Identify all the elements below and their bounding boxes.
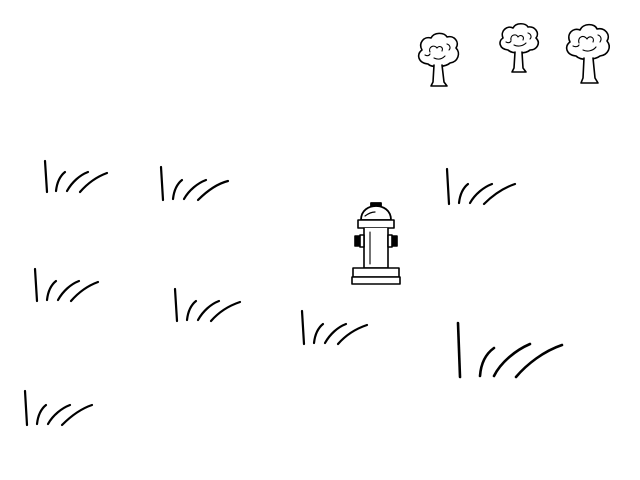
grass-tuft-icon (442, 166, 522, 208)
fire-hydrant-icon (348, 198, 404, 290)
grass-tuft-icon (40, 158, 112, 198)
tree-icon (496, 22, 542, 76)
tree-icon (562, 22, 614, 86)
grass-tuft-icon (30, 266, 104, 306)
grass-tuft-icon (170, 286, 246, 326)
grass-tuft-icon (454, 320, 568, 382)
grass-tuft-icon (156, 164, 234, 206)
grass-tuft-icon (297, 308, 373, 348)
grass-tuft-icon (20, 388, 98, 430)
tree-icon (414, 30, 462, 88)
